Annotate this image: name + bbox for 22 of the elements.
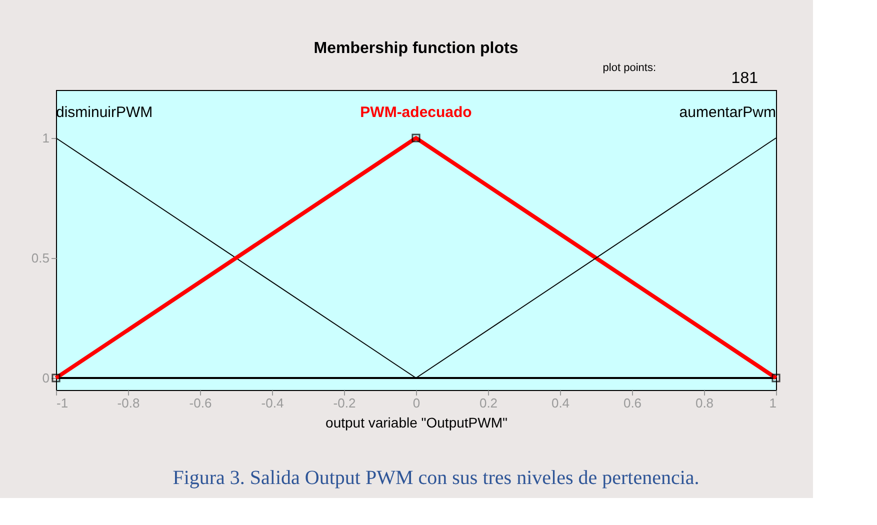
y-tick-label: 0.5 <box>31 250 50 266</box>
chart-title: Membership function plots <box>314 40 518 57</box>
series-label: disminuirPWM <box>56 104 153 121</box>
x-tick-label: 0.4 <box>551 396 570 410</box>
y-tick-label: 0 <box>42 370 50 386</box>
x-tick-label: 0 <box>412 396 420 410</box>
text: Figura 3. Salida Output PWM con sus tres niveles de pertenencia. <box>172 467 700 489</box>
x-tick-label: -0.4 <box>261 396 284 410</box>
x-tick-label: 0.2 <box>479 396 498 410</box>
x-tick-label: 0.8 <box>695 396 714 410</box>
x-tick-label: -0.2 <box>333 396 356 410</box>
x-tick-label: -1 <box>56 396 68 410</box>
x-tick-label: -0.6 <box>189 396 212 410</box>
x-tick-label: 1 <box>769 396 776 410</box>
text: plot points: <box>602 62 656 74</box>
x-tick-label: 0.6 <box>623 396 642 410</box>
text: 181 <box>731 70 758 87</box>
y-tick-label: 1 <box>42 130 50 146</box>
x-axis-title: output variable "OutputPWM" <box>326 414 508 430</box>
series-label: PWM-adecuado <box>360 104 472 121</box>
x-tick-label: -0.8 <box>117 396 140 410</box>
series-label: aumentarPwm <box>679 104 776 121</box>
